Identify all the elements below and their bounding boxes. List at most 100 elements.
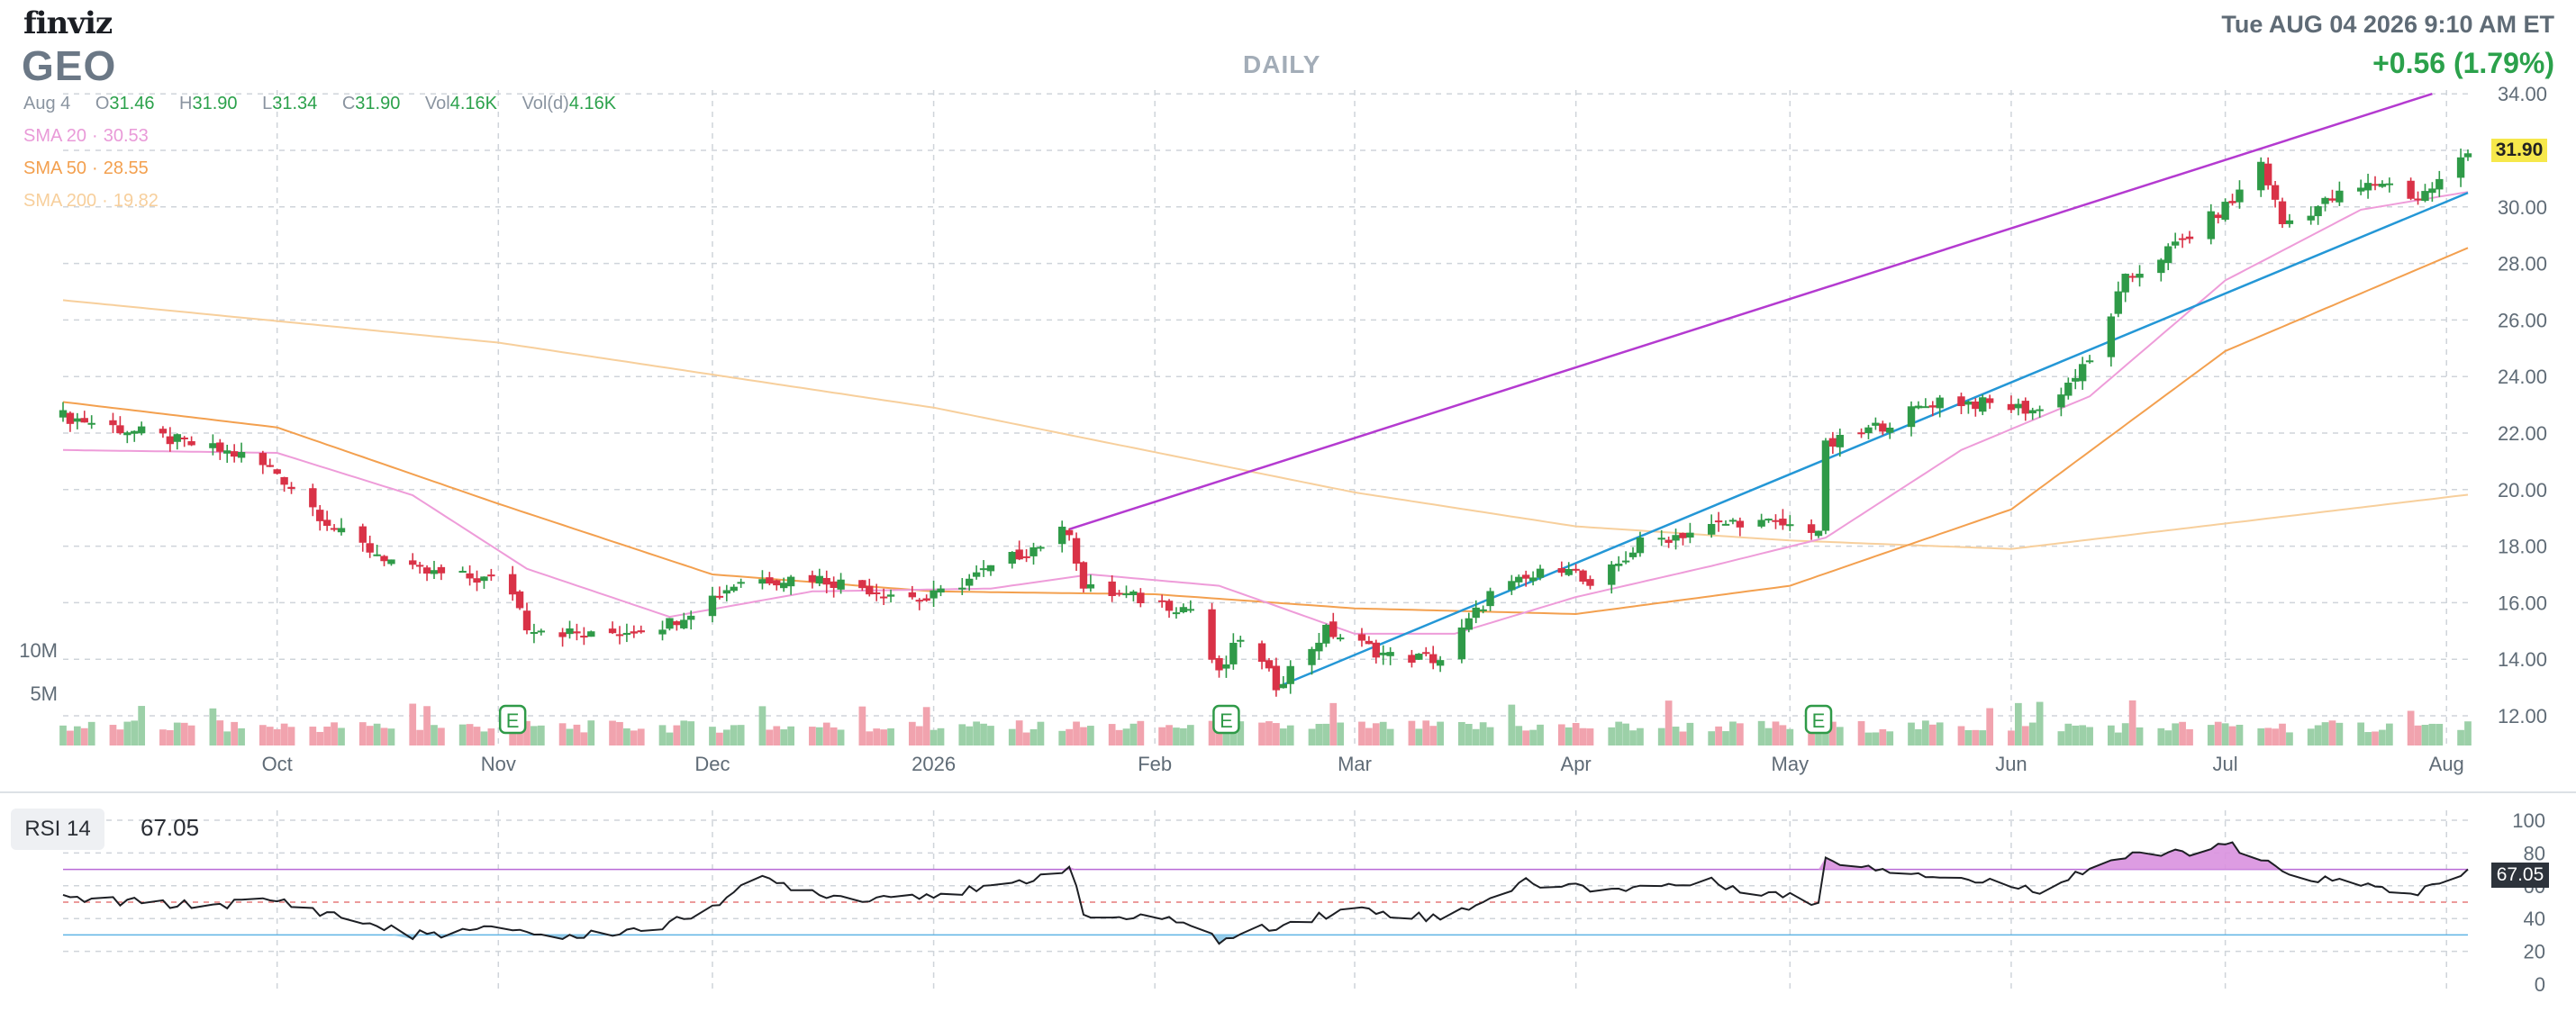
volume-bar — [216, 720, 224, 745]
date-axis-label: May — [1772, 753, 1810, 775]
candle-body — [1079, 562, 1088, 589]
volume-bar — [516, 723, 523, 745]
date-axis-label: Jul — [2213, 753, 2238, 775]
candle-body — [1186, 609, 1195, 611]
volume-bar — [766, 729, 774, 745]
price-axis-label: 24.00 — [2498, 366, 2547, 388]
volume-bar — [922, 707, 930, 745]
volume-bar — [1273, 723, 1280, 745]
volume-bar — [1679, 731, 1687, 745]
volume-bar — [587, 720, 595, 745]
candle-body — [2164, 246, 2172, 264]
high-value: 31.90 — [192, 94, 238, 113]
candle-body — [1357, 634, 1366, 641]
candle-body — [187, 441, 195, 446]
volume-bar — [1073, 721, 1080, 745]
candle-body — [1208, 609, 1216, 660]
volume-bar — [573, 724, 581, 745]
volume-bar — [1522, 730, 1530, 745]
volume-bar — [730, 725, 738, 745]
volume-bar — [773, 726, 781, 745]
sma50-legend[interactable]: SMA 50 · 28.55 — [23, 158, 149, 178]
candle-body — [273, 469, 281, 474]
candle-body — [515, 591, 524, 609]
candle-body — [1857, 432, 1865, 435]
volume-bar — [1486, 727, 1494, 745]
close-value: 31.90 — [355, 94, 401, 113]
candle-body — [1828, 438, 1837, 447]
candle-body — [1586, 579, 1594, 586]
volume-bar — [287, 727, 295, 745]
volume-bar — [2064, 723, 2073, 745]
candle-body — [316, 510, 324, 521]
candle-body — [430, 570, 439, 574]
rsi-value-tag: 67.05 — [2491, 863, 2549, 888]
rsi-indicator-label[interactable]: RSI 14 — [11, 809, 104, 850]
candle-body — [266, 465, 274, 467]
candle-body — [2207, 211, 2215, 239]
volume-bar — [2079, 725, 2087, 745]
candle-body — [1872, 422, 1880, 426]
candle-body — [2171, 241, 2180, 246]
candle-body — [87, 422, 95, 425]
volume-bar — [138, 706, 146, 745]
volume-bar — [523, 720, 531, 745]
candle-body — [1728, 520, 1737, 522]
trendline-upper — [1068, 93, 2433, 530]
volume-bar — [558, 723, 567, 745]
volume-bar — [1615, 721, 1623, 745]
candle-body — [958, 587, 966, 590]
volume-bars — [59, 700, 2472, 745]
volume-bar — [1308, 728, 1316, 745]
candle-body — [2178, 238, 2187, 240]
candle-body — [180, 437, 188, 439]
earnings-marker: E — [498, 704, 527, 735]
candle-body — [1037, 547, 1045, 549]
low-value: 31.34 — [272, 94, 318, 113]
volume-bar — [2186, 728, 2193, 745]
volume-bar — [2036, 701, 2044, 745]
volume-bar — [2114, 732, 2122, 745]
sma200-legend[interactable]: SMA 200 · 19.82 — [23, 191, 159, 211]
candle-body — [2036, 409, 2044, 411]
candle-body — [2414, 198, 2422, 201]
sma20-legend[interactable]: SMA 20 · 30.53 — [23, 126, 149, 146]
candle-body — [580, 636, 588, 638]
candle-body — [59, 410, 68, 418]
candle-body — [2085, 360, 2094, 363]
candle-body — [1515, 576, 1523, 583]
candle-body — [2114, 291, 2122, 314]
candle-body — [2028, 410, 2036, 414]
volume-bar — [673, 725, 681, 745]
candle-body — [1336, 637, 1345, 640]
volume-bar — [1329, 702, 1338, 745]
candle-body — [1222, 664, 1230, 669]
volume-bar — [2435, 723, 2444, 745]
volume-bar — [331, 722, 338, 745]
volume-bar — [1815, 727, 1822, 745]
candle-body — [1757, 520, 1765, 527]
finviz-logo[interactable]: finviz — [23, 5, 113, 41]
volume-bar — [1908, 722, 1915, 745]
candle-body — [2078, 364, 2087, 382]
last-price-tag: 31.90 — [2491, 139, 2547, 162]
volume-bar — [1372, 723, 1380, 745]
candle-body — [1565, 569, 1573, 575]
volume-bar — [623, 728, 630, 745]
candle-body — [508, 574, 517, 595]
candle-body — [1714, 520, 1723, 523]
rsi-axis-label: 20 — [2524, 941, 2545, 963]
volume-value: 4.16K — [449, 94, 497, 113]
price-axis-label: 20.00 — [2498, 479, 2547, 501]
volume-bar — [973, 721, 980, 745]
volume-bar — [187, 725, 195, 745]
volume-bar — [1472, 728, 1480, 745]
candle-body — [1479, 609, 1487, 611]
volume-bar — [1964, 729, 1973, 745]
candle-body — [1015, 549, 1023, 560]
candle-body — [615, 634, 624, 637]
price-axis-label: 14.00 — [2498, 648, 2547, 671]
volume-bar — [709, 727, 716, 745]
candle-body — [2435, 178, 2444, 190]
